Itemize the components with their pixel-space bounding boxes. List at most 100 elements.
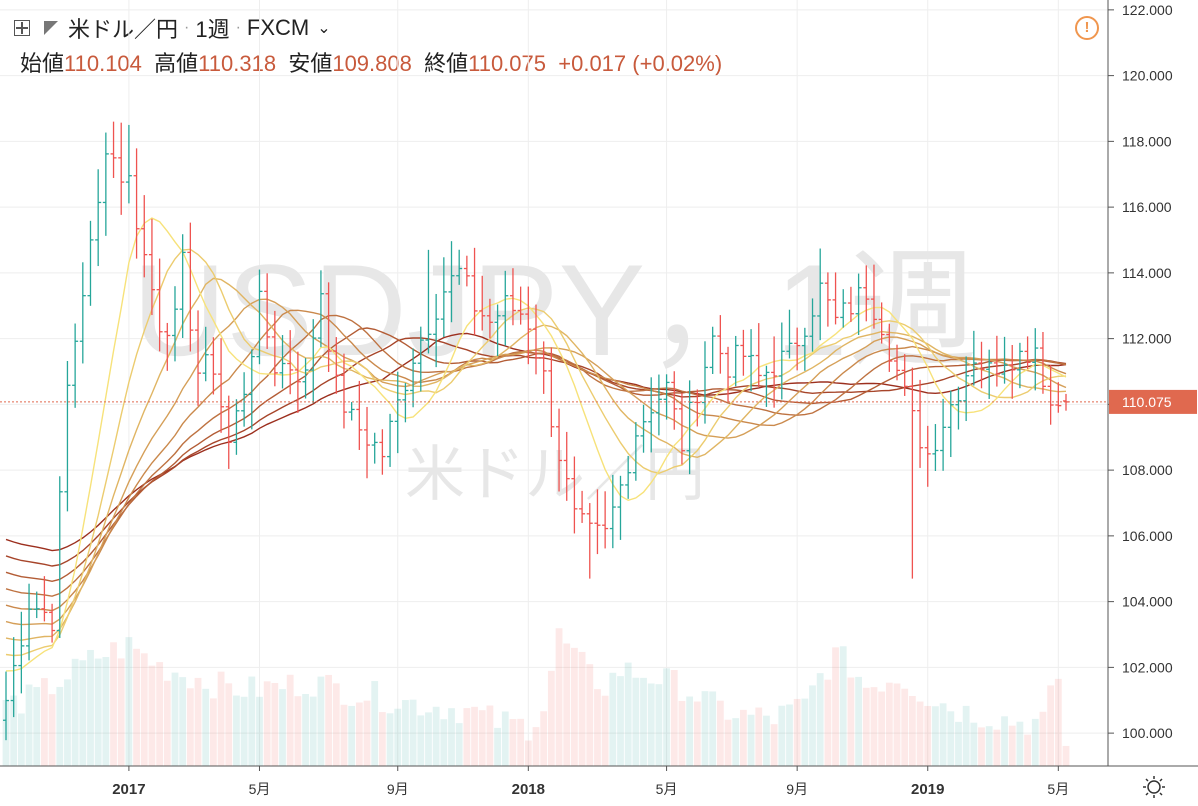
volume-bar: [110, 642, 117, 766]
ohlc-bar: [248, 349, 255, 430]
volume-bar: [609, 672, 617, 766]
ohlc-bar: [225, 395, 232, 469]
time-tick-label: 2017: [112, 781, 145, 798]
interval-label[interactable]: 1週: [195, 17, 230, 42]
volume-bar: [1047, 685, 1055, 766]
ohlc-bar: [72, 323, 79, 408]
ohlc-bar: [602, 491, 609, 549]
ohlc-row: 始値110.104 高値110.318 安値109.808 終値110.075 …: [20, 46, 722, 78]
ohlc-bar: [855, 273, 862, 336]
ohlc-bar: [870, 264, 877, 329]
volume-bar: [640, 677, 647, 766]
volume-bar: [340, 704, 348, 766]
change-percent: (+0.02%): [632, 51, 723, 76]
ohlc-bar: [740, 329, 747, 376]
volume-bar: [932, 706, 939, 766]
close-value: 110.075: [468, 51, 547, 76]
ohlc-bar: [479, 275, 486, 331]
volume-bar: [763, 715, 770, 766]
ohlc-bar: [410, 348, 417, 408]
ohlc-bar: [110, 121, 117, 178]
ohlc-bar: [340, 353, 347, 429]
high-value: 110.318: [198, 51, 277, 76]
volume-bar: [624, 662, 632, 766]
time-tick-label: 5月: [1047, 781, 1069, 797]
volume-bar: [1031, 718, 1039, 766]
ohlc-bar: [847, 286, 854, 322]
volume-bar: [716, 700, 724, 766]
ohlc-bar: [1055, 382, 1062, 413]
volume-bar: [233, 695, 240, 766]
volume-bar: [17, 713, 25, 766]
ohlc-bar: [287, 330, 294, 395]
ohlc-bar: [148, 218, 155, 316]
time-axis[interactable]: 2017 5月 9月 2018 5月 9月 2019 5月: [0, 765, 1198, 806]
volume-bar: [117, 658, 125, 766]
volume-bar: [402, 700, 409, 766]
ohlc-bar: [448, 241, 455, 323]
ohlc-bar: [402, 383, 409, 423]
ohlc-bar: [840, 289, 847, 328]
volume-bar: [248, 676, 256, 766]
volume-bar: [156, 662, 164, 766]
high-label: 高値: [154, 51, 199, 76]
volume-bar: [263, 681, 271, 766]
volume-bar: [378, 712, 386, 766]
source-label[interactable]: FXCM: [246, 15, 310, 40]
volume-bar: [962, 705, 970, 766]
volume-bar: [908, 696, 916, 766]
price-axis[interactable]: 100.000 102.000 104.000 106.000 108.000 110.0…: [1107, 0, 1198, 806]
settings-icon[interactable]: [1143, 776, 1165, 798]
ohlc-bar: [655, 374, 662, 436]
volume-bar: [978, 727, 985, 766]
ohlc-bar: [364, 406, 371, 479]
volume-bar: [309, 696, 317, 766]
volume-bar: [801, 698, 809, 766]
volume-bar: [663, 668, 670, 766]
ohlc-bar: [471, 247, 478, 335]
volume-bar: [547, 670, 555, 766]
ohlc-bar: [202, 326, 209, 382]
volume-bar: [102, 656, 110, 766]
volume-bar: [148, 665, 156, 766]
volume-bar: [1008, 725, 1016, 766]
ohlc-bar: [947, 390, 954, 458]
volume-bar: [10, 695, 18, 766]
volume-bar: [225, 683, 233, 766]
volume-bar: [501, 711, 509, 766]
ohlc-bar: [932, 424, 939, 472]
add-compare-icon[interactable]: [14, 20, 30, 36]
chevron-down-icon[interactable]: ⌄: [317, 20, 331, 37]
warning-icon[interactable]: !: [1075, 16, 1099, 40]
volume-bar: [878, 691, 886, 766]
volume-bars: [2, 628, 1070, 766]
ohlc-bar: [440, 257, 447, 338]
ohlc-bar: [456, 249, 463, 285]
volume-bar: [302, 693, 309, 766]
volume-bar: [617, 676, 624, 766]
volume-bar: [509, 719, 517, 766]
volume-bar: [448, 708, 455, 766]
volume-bar: [862, 687, 870, 766]
volume-bar: [394, 708, 402, 766]
volume-bar: [594, 689, 601, 766]
ohlc-bar: [894, 344, 901, 381]
grid-lines: [0, 0, 1108, 766]
price-tick-label: 120.000: [1122, 68, 1173, 84]
volume-bar: [1016, 721, 1024, 766]
ohlc-bar: [164, 322, 171, 371]
ohlc-bar: [986, 349, 993, 399]
ohlc-bar: [970, 330, 977, 386]
price-tick-label: 102.000: [1122, 659, 1173, 675]
volume-bar: [670, 670, 678, 766]
chart-header: 米ドル／円 · 1週 · FXCM ⌄ 始値110.104 高値110.318 …: [0, 0, 1100, 80]
symbol-name[interactable]: 米ドル／円: [68, 17, 179, 42]
volume-bar: [1054, 678, 1062, 766]
ohlc-bar: [863, 265, 870, 322]
open-label: 始値: [20, 51, 65, 76]
ohlc-bar: [901, 354, 908, 396]
volume-bar: [179, 677, 187, 766]
ohlc-bar: [886, 323, 893, 372]
volume-bar: [440, 719, 448, 766]
